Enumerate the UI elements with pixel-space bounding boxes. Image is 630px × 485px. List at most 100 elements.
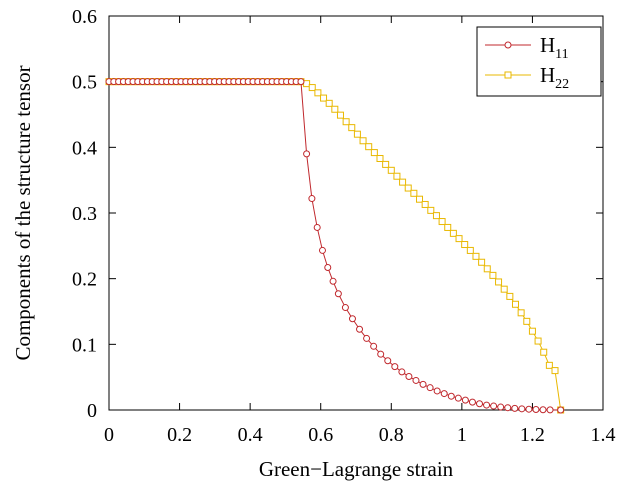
data-point-H11 <box>426 384 434 392</box>
data-point-H11 <box>370 342 378 350</box>
data-point-H11 <box>308 195 316 203</box>
data-point-H22 <box>404 184 412 192</box>
data-point-H22 <box>511 300 519 308</box>
y-tick-label: 0.3 <box>72 203 97 225</box>
data-point-H22 <box>320 94 328 102</box>
x-tick-label: 0.2 <box>167 424 192 446</box>
data-point-H22 <box>382 160 390 168</box>
data-point-H11 <box>313 223 321 231</box>
data-point-H11 <box>476 400 483 408</box>
data-point-H11 <box>447 392 455 400</box>
data-point-H22 <box>365 143 373 151</box>
data-point-H11 <box>412 376 420 384</box>
data-point-H22 <box>449 229 457 237</box>
data-point-H22 <box>314 89 322 97</box>
data-point-H22 <box>540 348 548 356</box>
data-point-H11 <box>546 406 554 414</box>
legend-swatch-marker <box>504 71 512 79</box>
data-point-H11 <box>557 406 565 414</box>
data-point-H11 <box>318 246 326 254</box>
series-H22 <box>105 78 565 414</box>
data-point-H22 <box>478 258 486 266</box>
data-point-H11 <box>483 401 491 409</box>
series-layer <box>105 78 565 414</box>
data-point-H22 <box>427 206 435 214</box>
data-point-H22 <box>528 327 536 335</box>
x-tick-label: 0.4 <box>238 424 263 446</box>
data-point-H22 <box>308 84 316 92</box>
axis-ticks: 0 0.2 0.4 0.6 0.8 1 1.2 1.4 0 0.1 0.2 0.3 0.4 0.5 0.6 <box>72 6 616 446</box>
x-axis-label: Green−Lagrange strain <box>259 457 454 481</box>
data-point-H22 <box>342 118 350 126</box>
data-point-H11 <box>363 334 371 342</box>
data-point-H11 <box>525 405 533 413</box>
data-point-H22 <box>517 309 525 317</box>
data-point-H22 <box>551 367 559 375</box>
data-point-H22 <box>472 252 480 260</box>
data-point-H11 <box>419 380 427 388</box>
legend-swatch-marker <box>504 41 512 49</box>
data-point-H11 <box>405 373 413 381</box>
data-point-H22 <box>432 212 440 220</box>
data-point-H11 <box>324 264 332 272</box>
series-line-H22 <box>109 81 562 411</box>
data-point-H11 <box>511 404 519 412</box>
data-point-H22 <box>410 189 418 197</box>
data-point-H11 <box>461 396 469 404</box>
data-point-H22 <box>303 80 311 88</box>
y-tick-label: 0.1 <box>72 334 97 356</box>
data-point-H22 <box>506 292 514 300</box>
data-point-H11 <box>329 277 337 285</box>
series-line-H11 <box>109 81 561 411</box>
y-tick-label: 0.5 <box>72 72 97 94</box>
data-point-H22 <box>416 195 424 203</box>
x-tick-label: 0 <box>104 424 114 446</box>
data-point-H11 <box>468 398 476 406</box>
data-point-H22 <box>336 111 344 119</box>
legend-box <box>476 26 602 97</box>
data-point-H22 <box>545 361 553 369</box>
data-point-H11 <box>433 387 441 395</box>
data-point-H22 <box>489 271 497 279</box>
data-point-H22 <box>500 285 508 293</box>
x-tick-label: 1 <box>457 424 467 446</box>
data-point-H22 <box>359 137 367 145</box>
data-point-H11 <box>377 350 385 358</box>
data-point-H11 <box>334 290 342 298</box>
data-point-H11 <box>341 304 349 312</box>
data-point-H11 <box>504 404 512 412</box>
data-point-H22 <box>370 149 378 157</box>
data-point-H22 <box>348 124 356 132</box>
data-point-H11 <box>297 78 305 86</box>
data-point-H22 <box>495 278 503 286</box>
data-point-H11 <box>440 390 448 398</box>
data-point-H11 <box>348 315 356 323</box>
data-point-H11 <box>391 363 399 371</box>
data-point-H22 <box>376 154 384 162</box>
data-point-H22 <box>421 200 429 208</box>
y-tick-label: 0.4 <box>72 137 97 159</box>
data-point-H11 <box>384 357 392 365</box>
data-point-H22 <box>438 218 446 226</box>
data-point-H11 <box>490 402 498 410</box>
data-point-H22 <box>353 130 361 138</box>
data-point-H11 <box>518 405 526 413</box>
data-point-H22 <box>466 246 474 254</box>
data-point-H22 <box>483 265 491 273</box>
data-point-H22 <box>444 223 452 231</box>
series-H11 <box>105 78 565 414</box>
data-point-H22 <box>523 317 531 325</box>
legend-label-H22: H22 <box>540 63 569 92</box>
x-tick-label: 0.8 <box>379 424 404 446</box>
data-point-H11 <box>532 405 540 413</box>
y-tick-label: 0.2 <box>72 269 97 291</box>
x-tick-label: 0.6 <box>308 424 333 446</box>
data-point-H22 <box>461 241 469 249</box>
data-point-H22 <box>399 178 407 186</box>
data-point-H22 <box>455 235 463 243</box>
y-tick-label: 0.6 <box>72 6 97 28</box>
data-point-H22 <box>387 166 395 174</box>
data-point-H22 <box>393 172 401 180</box>
